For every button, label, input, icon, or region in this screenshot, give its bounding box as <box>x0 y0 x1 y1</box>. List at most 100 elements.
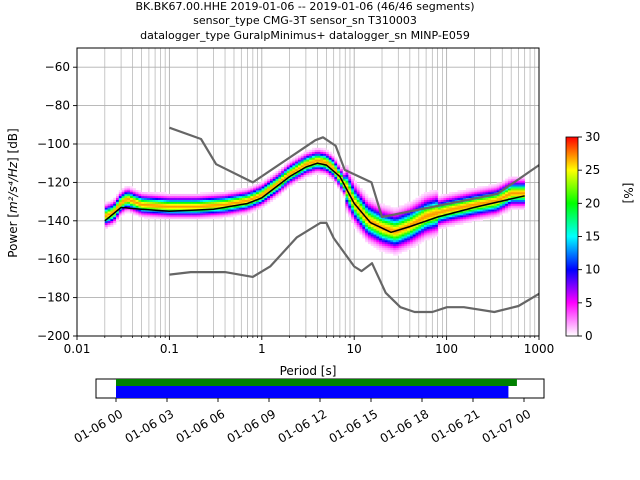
heatmap-cell <box>247 192 251 195</box>
heatmap-cell <box>376 215 380 218</box>
heatmap-cell <box>320 153 324 156</box>
heatmap-cell <box>365 209 369 212</box>
heatmap-cell <box>127 193 131 197</box>
heatmap-cell <box>132 201 136 204</box>
heatmap-cell <box>519 199 523 202</box>
heatmap-cell <box>384 236 388 239</box>
heatmap-cell <box>370 213 374 216</box>
heatmap-cell <box>507 180 511 183</box>
heatmap-cell <box>309 165 313 168</box>
heatmap-cell <box>449 209 453 212</box>
plot-area: 0.01 0.1 1 10 100 1000 −60−80−100−120−140−160… <box>6 47 554 378</box>
heatmap-cell <box>157 213 162 216</box>
heatmap-cell <box>398 207 402 210</box>
heatmap-cell <box>387 211 391 214</box>
heatmap-cell <box>331 155 335 158</box>
heatmap-cell <box>116 201 120 204</box>
heatmap-cell <box>362 234 366 237</box>
heatmap-cell <box>426 199 430 202</box>
heatmap-cell <box>370 238 374 241</box>
heatmap-cell <box>236 195 240 199</box>
heatmap-cell <box>507 186 511 189</box>
heatmap-cell <box>236 201 240 204</box>
heatmap-cell <box>409 236 414 239</box>
heatmap-cell <box>370 240 374 243</box>
heatmap-cell <box>286 182 290 185</box>
heatmap-cell <box>395 216 400 220</box>
heatmap-cell <box>387 245 391 248</box>
heatmap-cell <box>381 222 386 225</box>
heatmap-cell <box>359 226 363 229</box>
heatmap-cell <box>404 230 408 233</box>
heatmap-cell <box>146 213 150 216</box>
heatmap-cell <box>269 182 274 185</box>
heatmap-cell <box>449 205 453 208</box>
heatmap-cell <box>317 170 321 174</box>
heatmap-cell <box>286 178 290 181</box>
heatmap-cell <box>328 165 332 168</box>
heatmap-cell <box>415 230 419 233</box>
heatmap-cell <box>107 220 111 224</box>
heatmap-cell <box>328 161 332 164</box>
heatmap-cell <box>345 176 349 179</box>
heatmap-cell <box>269 197 274 200</box>
heatmap-cell <box>505 193 509 197</box>
heatmap-cell <box>513 197 517 200</box>
heatmap-cell <box>244 207 248 210</box>
colorbar-tick-label: 10 <box>585 263 600 277</box>
heatmap-cell <box>157 199 162 202</box>
heatmap-cell <box>407 222 411 225</box>
heatmap-cell <box>443 226 447 229</box>
heatmap-cell <box>297 157 302 160</box>
heatmap-cell <box>474 188 478 191</box>
heatmap-cell <box>211 213 215 216</box>
heatmap-cell <box>325 157 330 160</box>
heatmap-cell <box>219 195 223 199</box>
heatmap-cell <box>309 159 313 162</box>
heatmap-cell <box>216 197 220 200</box>
heatmap-cell <box>197 216 201 220</box>
heatmap-cell <box>454 213 458 216</box>
heatmap-cell <box>272 180 276 183</box>
heatmap-cell <box>177 201 181 204</box>
heatmap-cell <box>194 199 198 202</box>
heatmap-cell <box>325 170 330 174</box>
heatmap-cell <box>295 168 299 172</box>
heatmap-cell <box>505 205 509 208</box>
y-tick-label: −120 <box>37 175 70 189</box>
heatmap-cell <box>390 241 394 245</box>
heatmap-cell <box>488 209 492 212</box>
heatmap-cell <box>521 199 525 202</box>
heatmap-cell <box>381 205 386 208</box>
heatmap-cell <box>446 209 450 212</box>
heatmap-cell <box>199 205 204 208</box>
heatmap-cell <box>342 195 346 199</box>
heatmap-cell <box>493 192 497 195</box>
heatmap-cell <box>409 245 414 248</box>
heatmap-cell <box>323 168 327 172</box>
heatmap-cell <box>499 193 503 197</box>
heatmap-cell <box>334 180 338 183</box>
heatmap-cell <box>258 207 262 210</box>
heatmap-cell <box>317 155 321 158</box>
heatmap-cell <box>491 184 495 187</box>
heatmap-cell <box>351 186 355 189</box>
heatmap-cell <box>365 240 369 243</box>
heatmap-cell <box>289 167 293 170</box>
heatmap-cell <box>407 216 411 220</box>
heatmap-cell <box>149 199 153 202</box>
heatmap-cell <box>345 199 349 202</box>
heatmap-cell <box>348 205 352 208</box>
heatmap-cell <box>407 234 411 237</box>
heatmap-cell <box>488 199 492 202</box>
heatmap-cell <box>199 193 204 197</box>
heatmap-cell <box>362 199 366 202</box>
heatmap-cell <box>225 203 229 206</box>
heatmap-cell <box>348 215 352 218</box>
heatmap-cell <box>227 193 232 197</box>
heatmap-cell <box>281 170 285 174</box>
heatmap-cell <box>432 209 436 212</box>
heatmap-cell <box>398 238 402 241</box>
heatmap-cell <box>213 195 218 199</box>
heatmap-cell <box>166 195 170 199</box>
